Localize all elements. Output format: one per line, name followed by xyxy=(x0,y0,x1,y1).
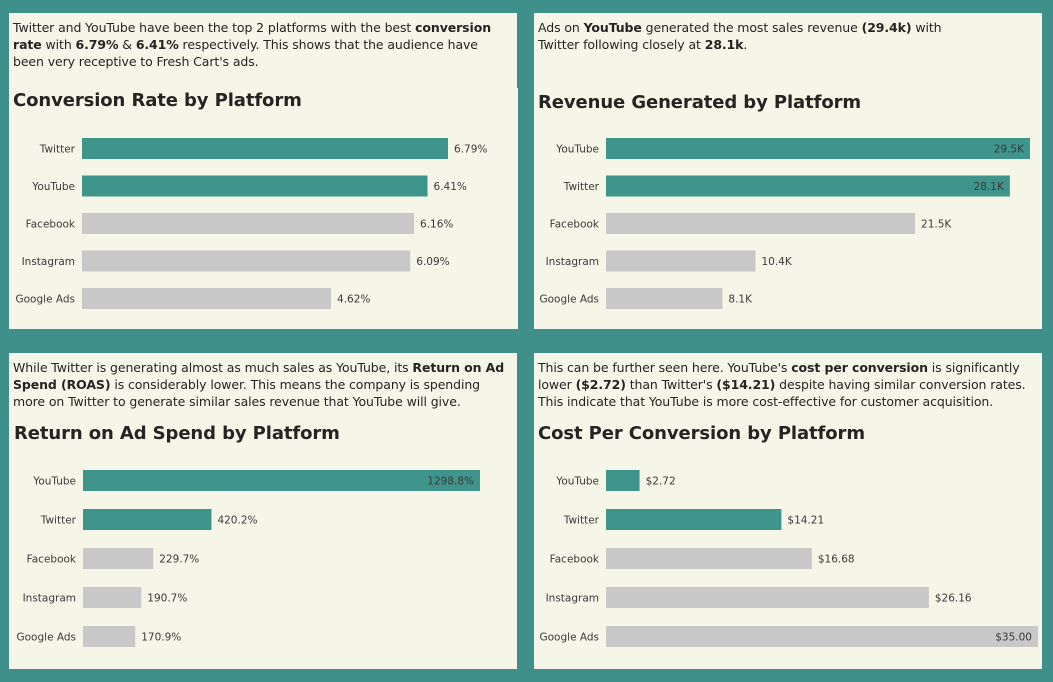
data-label: 8.1K xyxy=(728,294,753,306)
body-text: generated the most sales revenue xyxy=(641,20,862,35)
category-label: Facebook xyxy=(550,219,600,231)
category-label: YouTube xyxy=(555,476,599,488)
bar-facebook[interactable] xyxy=(83,548,154,569)
body-text: Twitter following closely at xyxy=(538,37,705,52)
conversion-insight-text: Twitter and YouTube have been the top 2 … xyxy=(9,13,517,88)
bar-facebook[interactable] xyxy=(606,548,812,569)
data-label: $35.00 xyxy=(995,632,1032,644)
bar-instagram[interactable] xyxy=(606,250,756,272)
data-label: 420.2% xyxy=(217,515,257,527)
category-label: Twitter xyxy=(563,515,600,527)
category-label: Instagram xyxy=(23,593,76,605)
revenue-bar-chart: YouTube 29.5K Twitter 28.1K Facebook 21.5K Ins… xyxy=(540,138,1030,309)
body-text: Twitter and YouTube have been the top 2 … xyxy=(13,20,416,35)
emphasis-text: 6.41% xyxy=(135,37,179,52)
data-label: 229.7% xyxy=(159,554,199,566)
data-label: 29.5K xyxy=(994,144,1025,156)
bar-facebook[interactable] xyxy=(606,213,916,234)
conversion-chart-title: Conversion Rate by Platform xyxy=(13,90,302,111)
data-label: 170.9% xyxy=(141,632,181,644)
data-label: 10.4K xyxy=(761,256,792,268)
data-label: $14.21 xyxy=(787,515,824,527)
body-text: Ads on xyxy=(538,20,584,35)
data-label: $26.16 xyxy=(935,593,972,605)
bar-twitter[interactable] xyxy=(606,175,1010,197)
body-text: is significantly lower xyxy=(538,360,1020,392)
conversion-bar-chart: Twitter 6.79% YouTube 6.41% Facebook 6.16% Ins… xyxy=(16,138,487,309)
category-label: Google Ads xyxy=(540,632,600,644)
body-text: with xyxy=(41,37,76,52)
bar-youtube[interactable] xyxy=(606,138,1030,159)
bar-youtube[interactable] xyxy=(83,470,480,491)
category-label: Facebook xyxy=(26,219,76,231)
emphasis-text: (29.4k) xyxy=(861,20,912,35)
category-label: Facebook xyxy=(550,554,600,566)
category-label: Twitter xyxy=(563,181,600,193)
category-label: Google Ads xyxy=(17,632,77,644)
body-text: despite having similar conversion rates.… xyxy=(538,377,1026,409)
data-label: 1298.8% xyxy=(427,476,474,488)
data-label: 21.5K xyxy=(921,219,952,231)
body-text: This can be further seen here. YouTube's xyxy=(538,360,792,375)
revenue-insight-text: Ads on YouTube generated the most sales … xyxy=(534,13,1042,88)
category-label: Twitter xyxy=(39,144,76,156)
bar-twitter[interactable] xyxy=(83,509,212,530)
emphasis-text: conversion rate xyxy=(13,20,491,52)
emphasis-text: Return on Ad Spend (ROAS) xyxy=(13,360,505,392)
bar-instagram[interactable] xyxy=(606,587,929,608)
body-text: & xyxy=(118,37,136,52)
roas-insight-text: While Twitter is generating almost as mu… xyxy=(9,353,517,419)
cpc-insight-text: This can be further seen here. YouTube's… xyxy=(534,353,1042,419)
bar-instagram[interactable] xyxy=(83,587,142,608)
category-label: Instagram xyxy=(22,256,75,268)
bar-facebook[interactable] xyxy=(82,213,415,234)
bar-youtube[interactable] xyxy=(82,175,428,197)
emphasis-text: YouTube xyxy=(583,20,642,35)
body-text: . xyxy=(743,37,748,52)
data-label: 6.09% xyxy=(416,256,449,268)
bar-instagram[interactable] xyxy=(82,250,411,272)
bar-google-ads[interactable] xyxy=(606,626,1038,647)
category-label: Instagram xyxy=(546,256,599,268)
roas-chart-title: Return on Ad Spend by Platform xyxy=(14,423,340,444)
emphasis-text: ($2.72) xyxy=(575,377,626,392)
data-label: 190.7% xyxy=(147,593,187,605)
body-text: respectively. This shows that the audien… xyxy=(13,37,478,69)
category-label: YouTube xyxy=(555,144,599,156)
data-label: 6.79% xyxy=(454,144,487,156)
category-label: Instagram xyxy=(546,593,599,605)
body-text: is considerably lower. This means the co… xyxy=(13,377,480,409)
data-label: 4.62% xyxy=(337,294,370,306)
category-label: YouTube xyxy=(31,181,75,193)
bar-twitter[interactable] xyxy=(606,509,782,530)
emphasis-text: 28.1k xyxy=(704,37,744,52)
data-label: $2.72 xyxy=(646,476,676,488)
bar-twitter[interactable] xyxy=(82,138,448,159)
roas-bar-chart: YouTube 1298.8% Twitter 420.2% Facebook 229.7… xyxy=(17,470,480,647)
category-label: Google Ads xyxy=(540,294,600,306)
bar-youtube[interactable] xyxy=(606,470,640,491)
data-label: 6.16% xyxy=(420,219,453,231)
bar-google-ads[interactable] xyxy=(83,626,136,647)
emphasis-text: cost per conversion xyxy=(791,360,928,375)
bar-google-ads[interactable] xyxy=(606,288,723,309)
category-label: YouTube xyxy=(32,476,76,488)
category-label: Google Ads xyxy=(16,294,76,306)
body-text: than Twitter's xyxy=(625,377,717,392)
category-label: Facebook xyxy=(27,554,77,566)
bar-google-ads[interactable] xyxy=(82,288,332,309)
data-label: 28.1K xyxy=(974,181,1005,193)
emphasis-text: ($14.21) xyxy=(716,377,776,392)
cpc-bar-chart: YouTube $2.72 Twitter $14.21 Facebook $16.68 I… xyxy=(540,470,1038,647)
revenue-chart-title: Revenue Generated by Platform xyxy=(538,92,862,113)
body-text: with xyxy=(911,20,942,35)
emphasis-text: 6.79% xyxy=(75,37,119,52)
category-label: Twitter xyxy=(40,515,77,527)
cpc-chart-title: Cost Per Conversion by Platform xyxy=(538,423,865,444)
data-label: $16.68 xyxy=(818,554,855,566)
data-label: 6.41% xyxy=(434,181,467,193)
body-text: While Twitter is generating almost as mu… xyxy=(13,360,413,375)
